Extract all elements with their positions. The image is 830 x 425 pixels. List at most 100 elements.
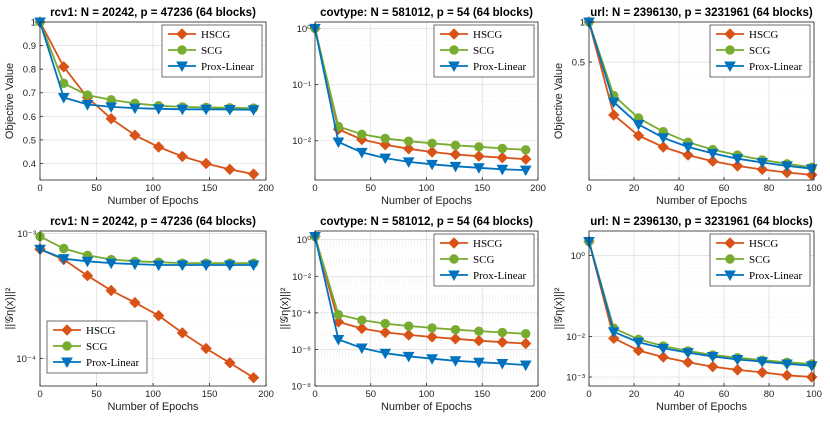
- y-tick-label: 10⁻²: [292, 272, 311, 283]
- data-point: [449, 148, 462, 161]
- y-tick-label: 0.6: [23, 112, 36, 123]
- data-point: [473, 357, 485, 369]
- data-point: [200, 104, 212, 116]
- x-axis-label: Number of Epochs: [656, 401, 748, 413]
- legend-label: Prox-Linear: [749, 270, 802, 282]
- x-tick-label: 150: [474, 389, 490, 400]
- data-point: [657, 351, 669, 363]
- data-point: [332, 316, 345, 328]
- data-point: [427, 323, 437, 333]
- chart-title: covtype: N = 581012, p = 54 (64 blocks): [320, 216, 533, 228]
- data-point: [402, 157, 415, 168]
- data-point: [731, 355, 744, 366]
- x-tick-label: 100: [806, 183, 822, 194]
- x-tick-label: 50: [91, 389, 102, 400]
- data-point: [731, 154, 744, 165]
- data-point: [426, 331, 438, 343]
- legend: HSCG SCG Prox-Linear: [161, 24, 263, 78]
- data-point: [105, 258, 118, 270]
- data-point: [176, 104, 189, 116]
- data-point: [473, 163, 485, 174]
- data-point: [781, 161, 793, 172]
- data-point: [519, 165, 532, 177]
- series-line: [588, 21, 812, 169]
- x-tick-label: 100: [419, 389, 435, 400]
- legend-label: Prox-Linear: [201, 61, 254, 73]
- y-tick-label: 10⁰: [297, 235, 312, 246]
- data-point: [521, 145, 531, 155]
- x-tick-label: 0: [37, 183, 42, 194]
- chart-panel-1: 0 50 100 150 200 0.4 0.5 0.6 0.7 0.8 0.9 1 rcv1: N =…: [4, 7, 274, 207]
- x-axis-label: Number of Epochs: [381, 195, 473, 207]
- data-point: [357, 315, 367, 325]
- legend-marker: [725, 254, 735, 264]
- data-point: [756, 163, 768, 176]
- y-tick-label: 0.8: [23, 65, 36, 76]
- chart-panel-3: 0 20 40 60 80 100 0.5 1 url: N = 2396130, p = 32…: [553, 7, 822, 207]
- data-point: [223, 260, 236, 272]
- data-point: [450, 140, 461, 150]
- data-point: [520, 153, 532, 165]
- data-point: [105, 284, 117, 297]
- x-tick-label: 200: [258, 183, 274, 194]
- data-point: [403, 321, 414, 331]
- x-tick-label: 100: [145, 389, 161, 400]
- data-point: [682, 149, 694, 161]
- legend-marker: [724, 61, 736, 73]
- data-point: [607, 327, 620, 338]
- x-tick-label: 150: [202, 183, 218, 194]
- data-point: [247, 105, 260, 116]
- data-point: [176, 327, 189, 339]
- data-point: [152, 104, 165, 115]
- legend-label: HSCG: [201, 29, 230, 41]
- series-prox-linear: [309, 232, 532, 372]
- y-tick-label: 10⁻¹: [292, 80, 311, 91]
- data-point: [357, 129, 367, 140]
- x-tick-label: 50: [91, 183, 102, 194]
- axes-box: [588, 21, 815, 181]
- x-tick-label: 0: [37, 389, 42, 400]
- data-point: [496, 336, 509, 348]
- data-point: [607, 97, 620, 109]
- data-point: [402, 329, 415, 341]
- data-point: [657, 133, 670, 144]
- series-line: [39, 248, 254, 266]
- legend-label: HSCG: [86, 325, 115, 337]
- chart-panel-6: 0 20 40 60 80 100 10⁻³ 10⁻² 10⁰ url: N = 2396130,…: [553, 216, 822, 413]
- y-tick-label: 10⁻³: [566, 373, 585, 384]
- y-tick-label: 10⁰: [571, 251, 586, 262]
- axes-box: [39, 230, 267, 387]
- data-point: [756, 157, 769, 169]
- y-axis-label: Objective Value: [4, 63, 16, 139]
- y-tick-label: 10⁻⁸: [291, 382, 311, 393]
- series-line: [588, 21, 812, 170]
- x-tick-label: 100: [419, 183, 435, 194]
- data-point: [57, 254, 70, 265]
- x-tick-label: 80: [764, 389, 775, 400]
- x-axis-label: Number of Epochs: [656, 195, 748, 207]
- data-point: [176, 150, 189, 163]
- series-line: [39, 21, 254, 111]
- data-point: [129, 103, 141, 115]
- series-line: [314, 236, 526, 345]
- legend-marker: [448, 61, 460, 73]
- series-line: [39, 21, 254, 109]
- data-point: [473, 150, 485, 162]
- series-line: [588, 241, 812, 367]
- data-point: [380, 318, 390, 329]
- data-point: [707, 360, 719, 373]
- data-point: [82, 90, 93, 100]
- series-line: [39, 248, 255, 379]
- data-point: [105, 102, 118, 113]
- y-tick-label: 10⁻²: [566, 332, 585, 343]
- data-point: [402, 351, 415, 363]
- legend: HSCG SCG Prox-Linear: [709, 233, 811, 287]
- legend-label: HSCG: [473, 238, 502, 250]
- data-point: [731, 364, 744, 376]
- y-tick-label: 10⁰: [297, 24, 312, 35]
- x-tick-label: 150: [474, 183, 490, 194]
- x-tick-label: 20: [629, 389, 640, 400]
- legend-marker: [448, 270, 460, 282]
- data-point: [426, 146, 438, 158]
- data-point: [224, 357, 236, 369]
